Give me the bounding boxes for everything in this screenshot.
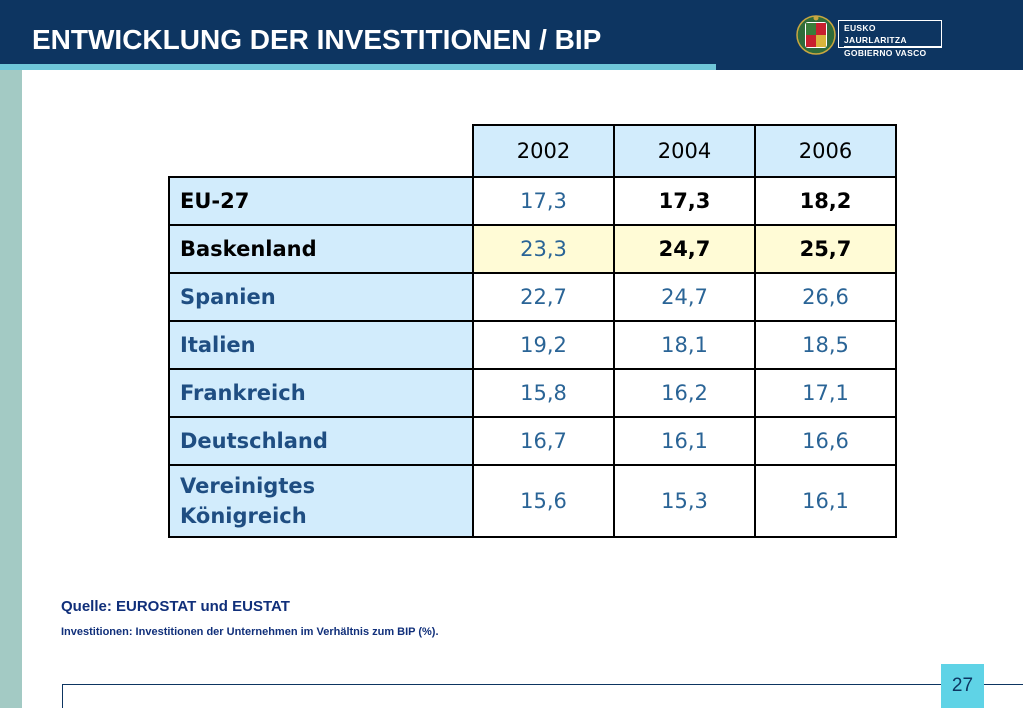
row-label: Vereinigtes Königreich xyxy=(168,464,474,538)
table-cell: 22,7 xyxy=(472,272,615,322)
footer-divider xyxy=(62,684,1023,685)
table-cell: 15,3 xyxy=(613,464,756,538)
row-label: EU-27 xyxy=(168,176,474,226)
table-cell: 23,3 xyxy=(472,224,615,274)
logo-line-2: GOBIERNO VASCO xyxy=(844,46,941,59)
definition-note: Investitionen: Investitionen der Unterne… xyxy=(61,626,439,638)
row-label: Baskenland xyxy=(168,224,474,274)
row-label: Deutschland xyxy=(168,416,474,466)
page-number: 27 xyxy=(941,664,984,708)
table-row: Vereinigtes Königreich 15,6 15,3 16,1 xyxy=(168,464,897,538)
table-cell: 24,7 xyxy=(613,224,756,274)
table-cell: 18,5 xyxy=(754,320,897,370)
header-accent-stripe-dark xyxy=(716,64,1023,70)
table-corner-cell xyxy=(169,125,474,178)
logo-line-1: EUSKO JAURLARITZA xyxy=(844,23,907,45)
row-label-line-2: Königreich xyxy=(180,504,307,528)
table-cell: 17,3 xyxy=(613,176,756,226)
table-cell: 15,6 xyxy=(472,464,615,538)
header-bar xyxy=(0,0,1023,64)
table-row: Frankreich 15,8 16,2 17,1 xyxy=(168,368,897,418)
table-row: Spanien 22,7 24,7 26,6 xyxy=(168,272,897,322)
year-header: 2004 xyxy=(613,124,756,178)
table-cell: 26,6 xyxy=(754,272,897,322)
page-title: ENTWICKLUNG DER INVESTITIONEN / BIP xyxy=(32,24,602,55)
table-row: Baskenland 23,3 24,7 25,7 xyxy=(168,224,897,274)
header-accent-stripe xyxy=(0,64,716,70)
table-cell: 16,6 xyxy=(754,416,897,466)
logo-text: EUSKO JAURLARITZA GOBIERNO VASCO xyxy=(838,20,942,58)
source-note: Quelle: EUROSTAT und EUSTAT xyxy=(61,598,290,615)
row-label-line-1: Vereinigtes xyxy=(180,474,316,498)
table-row: Deutschland 16,7 16,1 16,6 xyxy=(168,416,897,466)
table-cell: 16,7 xyxy=(472,416,615,466)
table-cell: 17,1 xyxy=(754,368,897,418)
investment-table: 2002 2004 2006 EU-27 17,3 17,3 18,2 Bask… xyxy=(168,124,897,538)
footer-divider-tick xyxy=(62,684,63,708)
row-label: Italien xyxy=(168,320,474,370)
row-label: Spanien xyxy=(168,272,474,322)
left-sidebar-band xyxy=(0,70,22,708)
row-label: Frankreich xyxy=(168,368,474,418)
table-cell: 18,1 xyxy=(613,320,756,370)
table-cell: 18,2 xyxy=(754,176,897,226)
government-logo: EUSKO JAURLARITZA GOBIERNO VASCO xyxy=(796,14,946,58)
table-cell: 17,3 xyxy=(472,176,615,226)
table-cell: 16,1 xyxy=(613,416,756,466)
table-cell: 15,8 xyxy=(472,368,615,418)
table-cell: 19,2 xyxy=(472,320,615,370)
table-row: Italien 19,2 18,1 18,5 xyxy=(168,320,897,370)
coat-of-arms-icon xyxy=(796,15,836,55)
table-header-row: 2002 2004 2006 xyxy=(169,124,897,178)
table-cell: 24,7 xyxy=(613,272,756,322)
table-cell: 16,2 xyxy=(613,368,756,418)
year-header: 2006 xyxy=(754,124,897,178)
table-cell: 16,1 xyxy=(754,464,897,538)
table-row: EU-27 17,3 17,3 18,2 xyxy=(168,176,897,226)
year-header: 2002 xyxy=(472,124,615,178)
table-cell: 25,7 xyxy=(754,224,897,274)
